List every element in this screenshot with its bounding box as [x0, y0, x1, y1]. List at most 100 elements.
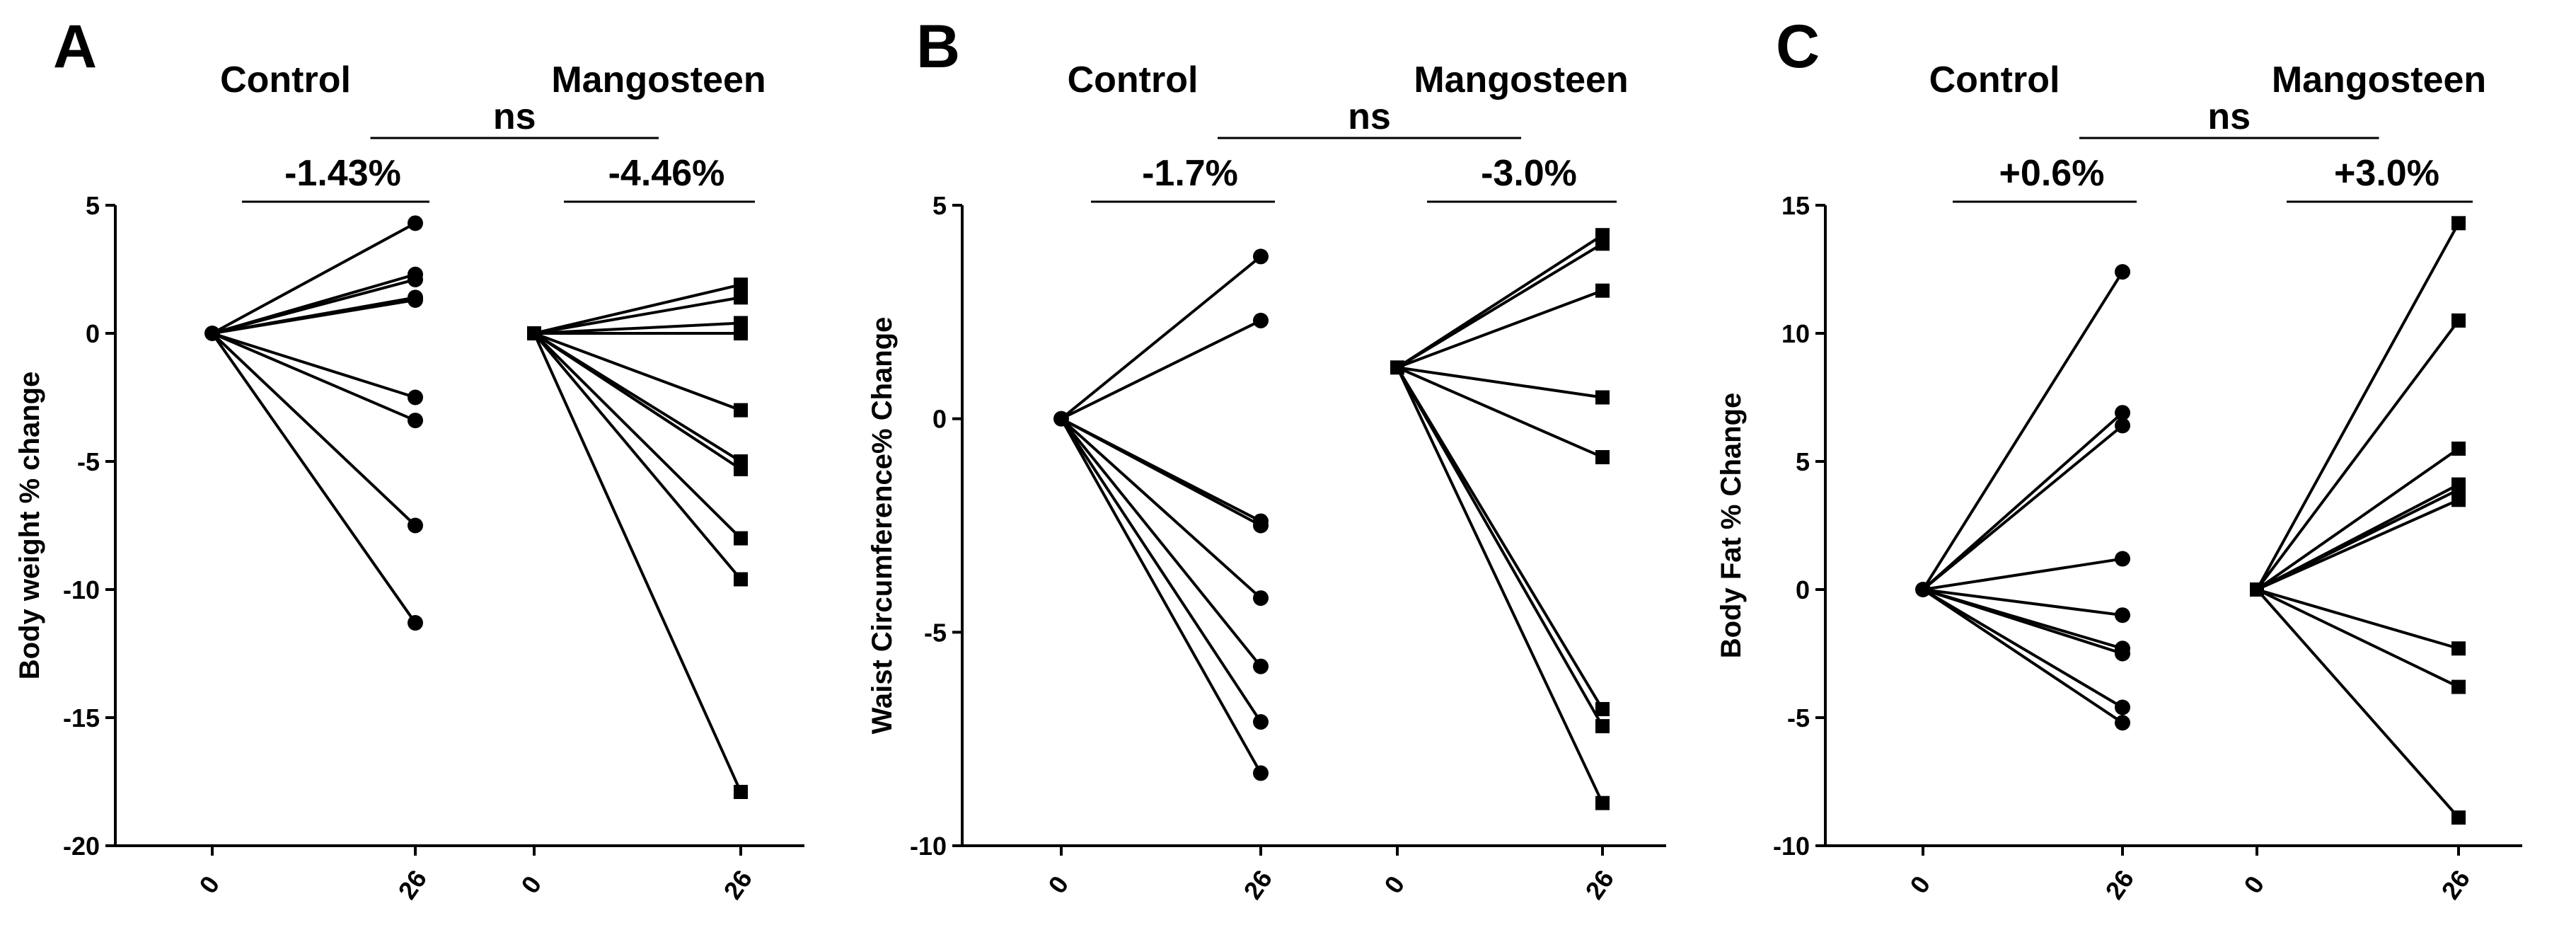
panel-b-ytick-label: 5 [932, 191, 947, 220]
panel-c-mangosteen-endpoint-marker [2451, 679, 2466, 694]
panel-c-control-xtick-label: 0 [1904, 871, 1936, 899]
panel-b-control-endpoint-marker [1253, 312, 1269, 328]
panel-b-control-subject-line [1060, 418, 1262, 599]
panel-c-control-change-label: +0.6% [1999, 153, 2105, 194]
panel-b-control-baseline-marker [1053, 410, 1069, 427]
panel-c-mangosteen-endpoint-marker [2451, 493, 2466, 507]
panel-a-control-name: Control [220, 59, 351, 100]
panel-a-control-group: 0 26 Control -1.43% [193, 59, 432, 904]
panel-a-control-endpoint-marker [408, 389, 423, 406]
panel-a-control-endpoint-marker [408, 215, 423, 231]
panel-a-mangosteen-subject-line [533, 332, 742, 540]
panel-c-mangosteen-subject-line [2256, 488, 2459, 591]
panel-b-mangosteen-endpoint-marker [1595, 719, 1610, 734]
panel-a-letter: A [53, 13, 97, 81]
panel-b-mangosteen-subject-line [1396, 367, 1604, 804]
panel-c-control-subject-line [1922, 271, 2124, 591]
panel-b-control-endpoint-marker [1253, 714, 1269, 730]
panel-c-mangosteen-baseline-marker [2250, 582, 2264, 597]
panel-c-mangosteen-subject-line [2256, 588, 2459, 689]
panel-b-ylabel: Waist Circumference% Change [867, 317, 898, 735]
panel-b-mangosteen-xtick-label: 26 [1579, 865, 1619, 904]
panel-b-control-endpoint-marker [1253, 765, 1269, 781]
panel-a-mangosteen-baseline-marker [527, 326, 541, 340]
panel-a-mangosteen-subject-line [533, 321, 741, 335]
panel-b-mangosteen-endpoint-marker [1595, 701, 1610, 716]
panel-a-mangosteen-xtick-label: 0 [515, 871, 547, 899]
panel-a-mangosteen-endpoint-marker [734, 531, 748, 546]
panel-b-control-subject-line [1060, 418, 1262, 774]
panel-c-ytick-label: -5 [1787, 703, 1810, 732]
panel-c-control-endpoint-marker [2115, 715, 2130, 731]
panel-c-mangosteen-subject-line [2256, 222, 2460, 590]
panel-c-control-name: Control [1929, 59, 2060, 100]
panel-c-ytick-label: -10 [1773, 832, 1810, 861]
panel-c-control-subject-line [1922, 411, 2124, 591]
panel-a-mangosteen-endpoint-marker [734, 784, 748, 799]
panel-a-mangosteen-change-label: -4.46% [608, 153, 725, 194]
panel-c-control-endpoint-marker [2115, 645, 2130, 662]
panel-c-control-subject-line [1922, 557, 2123, 591]
panel-b-control-xtick-label: 0 [1042, 871, 1074, 899]
panel-c-control-endpoint-marker [2115, 551, 2130, 567]
panel-c-mangosteen-group: 0 26 Mangosteen +3.0% [2238, 59, 2486, 904]
panel-c-mangosteen-name: Mangosteen [2272, 59, 2486, 100]
panel-b-mangosteen-name: Mangosteen [1414, 59, 1628, 100]
panel-b-mangosteen-baseline-marker [1390, 360, 1404, 375]
panel-c-control-subject-line [1922, 424, 2124, 591]
panel-c-control-baseline-marker [1915, 582, 1931, 597]
panel-a-mangosteen-endpoint-marker [734, 290, 748, 305]
panel-a-ytick-label: 5 [86, 191, 100, 220]
panel-c-ylabel: Body Fat % Change [1716, 393, 1747, 659]
panel-a-mangosteen-endpoint-marker [734, 403, 748, 418]
panel-c-control-subject-line [1922, 588, 2124, 709]
panel-c-mangosteen-subject-line [2256, 447, 2460, 591]
panel-c-mangosteen-change-label: +3.0% [2334, 153, 2439, 194]
panel-a-ytick-label: 0 [86, 319, 100, 348]
panel-c-control-xtick-label: 26 [2099, 865, 2139, 904]
panel-b-control-subject-line [1061, 319, 1261, 420]
panel-b-control-group: 0 26 Control -1.7% [1042, 59, 1278, 904]
panel-b-mangosteen-xtick-label: 0 [1378, 871, 1410, 899]
panel-b-ytick-label: -10 [910, 832, 947, 861]
panel-a-control-subject-line [211, 332, 417, 527]
panel-a-mangosteen-subject-line [533, 332, 742, 471]
panel-a: A 5 0 -5 -10 -15 -20 Body weight % change 0 26 Con… [14, 13, 804, 904]
panel-c-control-subject-line [1922, 588, 2123, 617]
panel-b-mangosteen-subject-line [1396, 242, 1604, 369]
panel-b-control-endpoint-marker [1253, 517, 1269, 534]
panel-a-control-xtick-label: 26 [392, 865, 432, 904]
panel-c-mangosteen-endpoint-marker [2451, 313, 2466, 328]
panel-a-control-subject-line [212, 222, 416, 335]
panel-c: C 15 10 5 0 -5 -10 Body Fat % Change 0 26 Control +… [1716, 13, 2522, 904]
panel-b-mangosteen-endpoint-marker [1595, 236, 1610, 251]
panel-b-control-endpoint-marker [1253, 658, 1269, 674]
panel-a-ytick-label: -10 [63, 575, 100, 604]
panel-b-mangosteen-endpoint-marker [1595, 795, 1610, 810]
panel-c-control-endpoint-marker [2115, 607, 2130, 624]
panel-a-control-subject-line [212, 278, 416, 335]
panel-b-mangosteen-endpoint-marker [1595, 283, 1610, 298]
panel-a-control-endpoint-marker [408, 517, 423, 534]
panel-c-ytick-label: 0 [1796, 575, 1810, 604]
panel-c-letter: C [1776, 13, 1820, 81]
panel-b-control-subject-line [1060, 418, 1262, 667]
panel-a-mangosteen-subject-line [533, 332, 742, 580]
panel-c-mangosteen-subject-line [2256, 319, 2460, 591]
panel-a-mangosteen-group: 0 26 Mangosteen -4.46% [515, 59, 766, 904]
panel-b-control-change-label: -1.7% [1142, 153, 1238, 194]
panel-c-control-endpoint-marker [2115, 264, 2130, 280]
panel-a-mangosteen-endpoint-marker [734, 572, 748, 587]
panel-b-control-endpoint-marker [1253, 248, 1269, 265]
panel-a-ytick-label: -5 [77, 447, 100, 476]
panel-a-control-endpoint-marker [408, 615, 423, 631]
panel-a-mangosteen-subject-line [533, 296, 741, 335]
panel-b-mangosteen-change-label: -3.0% [1481, 153, 1577, 194]
panel-a-control-endpoint-marker [408, 271, 423, 287]
panel-c-mangosteen-subject-line [2256, 498, 2459, 591]
panel-c-control-endpoint-marker [2115, 418, 2130, 434]
panel-b-control-name: Control [1068, 59, 1199, 100]
panel-a-control-subject-line [212, 332, 416, 399]
panel-a-control-subject-line [212, 298, 416, 335]
panel-b-mangosteen-subject-line [1397, 366, 1603, 459]
